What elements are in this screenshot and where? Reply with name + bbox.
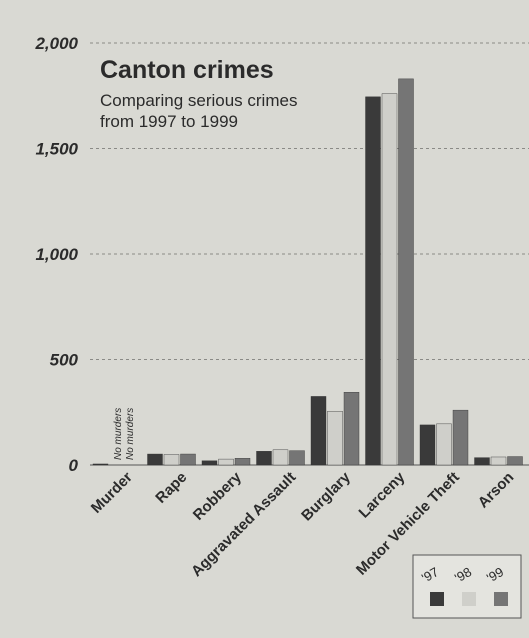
legend-label-97: '97 (419, 564, 441, 585)
bar-98 (218, 458, 234, 466)
bar-99 (398, 78, 414, 466)
bar-97 (201, 460, 218, 466)
chart-subtitle-line-2: from 1997 to 1999 (100, 112, 238, 131)
bar-98 (272, 449, 289, 466)
y-tick-label: 1,000 (35, 245, 78, 264)
bar-99 (289, 450, 305, 466)
bar-97 (474, 457, 490, 466)
legend-swatch-99 (494, 592, 508, 606)
bar-97 (147, 453, 163, 466)
x-tick-label: Aggravated Assault (188, 469, 299, 580)
bar-99 (343, 392, 360, 466)
x-tick-label: Rape (152, 469, 190, 507)
bar-97 (92, 463, 109, 466)
y-tick-label: 0 (69, 456, 79, 475)
y-axis-ticks: 0 500 1,000 1,500 2,000 (34, 34, 78, 475)
chart-title: Canton crimes (100, 56, 274, 84)
no-murders-annotation: No murders No murders (113, 408, 136, 460)
bar-97 (365, 96, 381, 466)
chart-subtitle-line-1: Comparing serious crimes (100, 91, 297, 110)
legend-swatch-97 (430, 592, 444, 606)
legend: '97 '98 '99 (412, 554, 522, 619)
legend-box (412, 554, 522, 619)
x-tick-label: Burglary (298, 468, 354, 524)
bar-97 (256, 451, 272, 466)
x-tick-label: Murder (88, 469, 136, 517)
bar-98 (163, 454, 180, 466)
bars-layer (92, 78, 523, 466)
bar-99 (452, 409, 469, 466)
bar-98 (327, 410, 343, 466)
bar-99 (507, 456, 523, 466)
bar-97 (310, 396, 327, 466)
legend-label-99: '99 (484, 564, 506, 585)
legend-label-98: '98 (452, 564, 474, 585)
bar-98 (381, 93, 398, 466)
y-tick-label: 1,500 (35, 140, 78, 159)
bar-99 (180, 453, 196, 466)
bar-98 (490, 456, 507, 466)
bar-97 (419, 424, 436, 466)
y-tick-label: 500 (50, 351, 79, 370)
no-murders-label-98: No murders (113, 408, 124, 460)
legend-swatch-98 (462, 592, 476, 606)
x-tick-label: Arson (475, 469, 518, 512)
x-tick-label: Larceny (356, 468, 409, 521)
no-murders-label-99: No murders (125, 408, 136, 460)
bar-98 (436, 423, 452, 466)
bar-99 (234, 458, 251, 466)
y-tick-label: 2,000 (34, 34, 78, 53)
x-tick-label: Robbery (190, 468, 246, 524)
